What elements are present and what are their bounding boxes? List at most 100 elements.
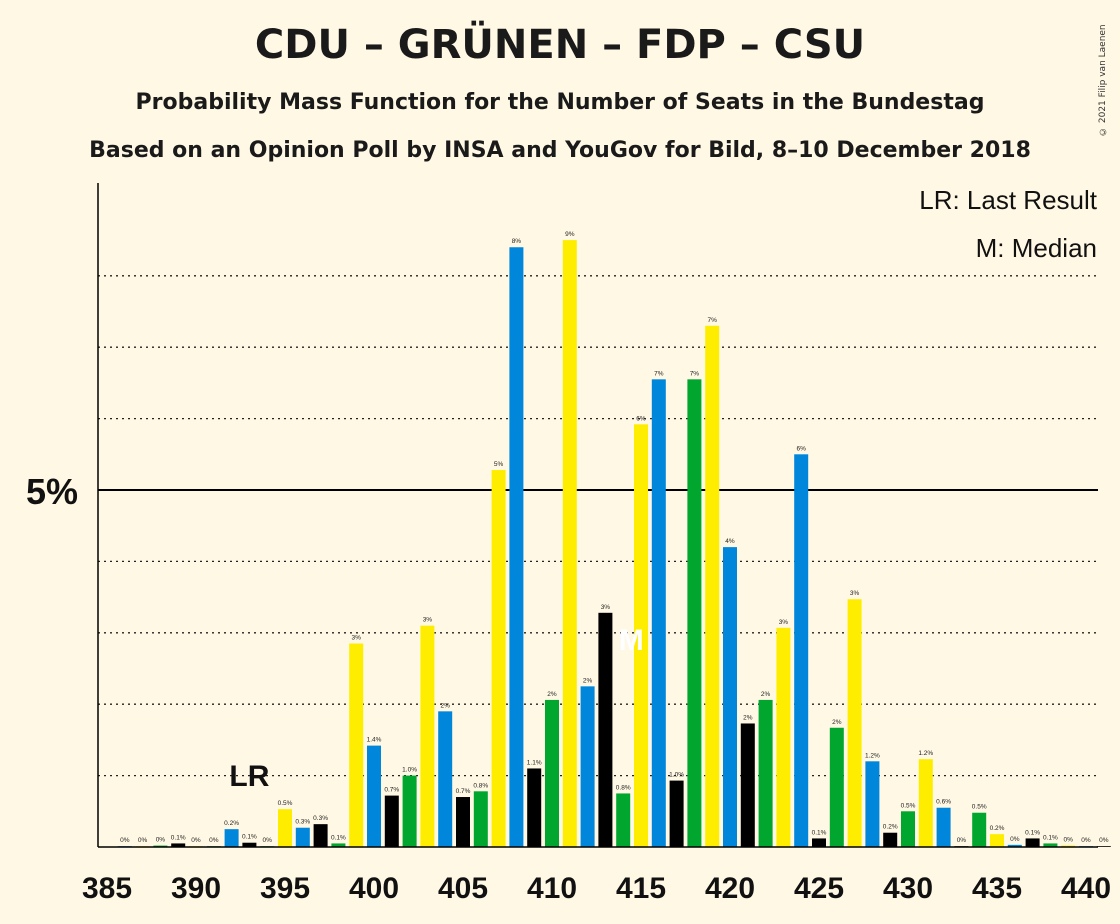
data-label: 0.7% — [384, 787, 399, 794]
data-label: 6% — [636, 415, 646, 422]
x-tick-label: 400 — [349, 872, 399, 905]
data-label: 0.5% — [278, 800, 293, 807]
data-label: 0% — [1099, 837, 1109, 844]
data-label: 0% — [120, 837, 130, 844]
x-tick-label: 405 — [438, 872, 488, 905]
x-tick-label: 395 — [260, 872, 310, 905]
legend-median: M: Median — [976, 233, 1097, 263]
bar-seat-407 — [491, 470, 506, 847]
bar-seat-393 — [242, 842, 257, 847]
data-label: 0.5% — [972, 804, 987, 811]
bar-seat-405 — [456, 797, 470, 847]
x-tick-label: 435 — [972, 872, 1022, 905]
bar-seat-410 — [545, 699, 559, 847]
bar-seat-396 — [295, 827, 310, 847]
data-label: 3% — [779, 619, 789, 626]
bar-seat-395 — [278, 809, 292, 847]
bar-seat-421 — [740, 723, 755, 847]
x-tick-label: 425 — [794, 872, 844, 905]
data-label: 7% — [654, 370, 664, 377]
data-label: 0% — [1081, 837, 1091, 844]
bar-seat-401 — [384, 795, 399, 847]
data-label: 9% — [565, 231, 575, 238]
bar-seat-426 — [829, 727, 844, 847]
data-label: 0% — [209, 837, 219, 844]
data-label: 3% — [850, 590, 860, 597]
data-label: 8% — [512, 238, 522, 245]
data-label: 1.2% — [918, 750, 933, 757]
data-label: 0.1% — [1025, 829, 1040, 836]
data-label: 1.4% — [367, 737, 382, 744]
data-label: 2% — [583, 677, 593, 684]
bar-seat-411 — [562, 240, 577, 848]
data-label: 0.1% — [242, 834, 257, 841]
bar-seat-422 — [758, 699, 773, 847]
bar-seat-432 — [936, 807, 951, 847]
chart-title: CDU – GRÜNEN – FDP – CSU — [254, 22, 866, 68]
bar-seat-409 — [527, 768, 542, 847]
gridlines — [98, 275, 1098, 777]
bar-seat-431 — [918, 759, 933, 847]
x-tick-label: 420 — [705, 872, 755, 905]
bar-seat-441 — [1096, 846, 1111, 847]
data-label: 0.2% — [990, 825, 1005, 832]
bar-seat-430 — [901, 811, 915, 847]
data-label: 1.1% — [527, 759, 542, 766]
bar-seat-429 — [883, 832, 898, 847]
last-result-marker: LR — [229, 760, 269, 793]
data-labels: 0% 0% 0% 0.1% 0% 0%0.2%0.1% 0%0.5%0.3%0.3%0.1%… — [120, 231, 1109, 844]
legend-last-result: LR: Last Result — [919, 185, 1098, 215]
bar-seat-420 — [723, 547, 737, 847]
x-tick-label: 390 — [171, 872, 221, 905]
x-tick-label: 430 — [883, 872, 933, 905]
bar-seat-425 — [812, 838, 826, 847]
data-label: 0.1% — [331, 834, 346, 841]
bar-seat-438 — [1043, 843, 1058, 847]
bar-seat-399 — [349, 643, 364, 847]
data-label: 0.8% — [616, 784, 631, 791]
data-label: 0.1% — [812, 829, 827, 836]
chart-subtitle: Probability Mass Function for the Number… — [135, 90, 985, 115]
data-label: 0.8% — [473, 782, 488, 789]
bar-seat-418 — [687, 379, 702, 847]
bar-seat-419 — [705, 325, 720, 847]
bar-seat-427 — [847, 599, 862, 847]
data-label: 0.7% — [456, 788, 471, 795]
x-tick-label: 410 — [527, 872, 577, 905]
data-label: 0% — [191, 837, 201, 844]
bar-seat-400 — [367, 745, 381, 847]
data-label: 7% — [707, 317, 717, 324]
bar-seat-412 — [580, 686, 595, 847]
data-label: 2% — [761, 691, 771, 698]
data-label: 2% — [440, 702, 450, 709]
data-label: 4% — [725, 538, 735, 545]
bar-seat-404 — [438, 711, 453, 847]
data-label: 0% — [1010, 836, 1020, 843]
bar-seat-398 — [331, 843, 346, 847]
data-label: 0% — [138, 837, 148, 844]
data-label: 0% — [262, 837, 272, 844]
bar-seat-435 — [990, 834, 1004, 847]
data-label: 0.2% — [883, 824, 898, 831]
bar-seat-392 — [224, 829, 239, 847]
data-label: 0.5% — [901, 802, 916, 809]
data-label: 6% — [796, 445, 806, 452]
x-tick-label: 415 — [616, 872, 666, 905]
bars — [117, 240, 1111, 848]
data-label: 0.3% — [313, 815, 328, 822]
x-tick-label: 440 — [1061, 872, 1111, 905]
bar-seat-414 — [616, 793, 631, 847]
bar-seat-402 — [402, 775, 417, 847]
data-label: 3% — [601, 604, 611, 611]
bar-seat-424 — [794, 454, 809, 847]
bar-seat-437 — [1025, 838, 1040, 847]
bar-seat-415 — [634, 424, 648, 847]
data-label: 0.2% — [224, 820, 239, 827]
bar-seat-389 — [171, 843, 186, 847]
data-label: 1.2% — [865, 752, 880, 759]
bar-seat-406 — [473, 791, 488, 847]
data-label: 0.1% — [1043, 834, 1058, 841]
median-marker: M — [619, 624, 644, 657]
axes: 5% 385 390 395 400 405 410 415 420 425 430 435 440 — [26, 183, 1111, 905]
